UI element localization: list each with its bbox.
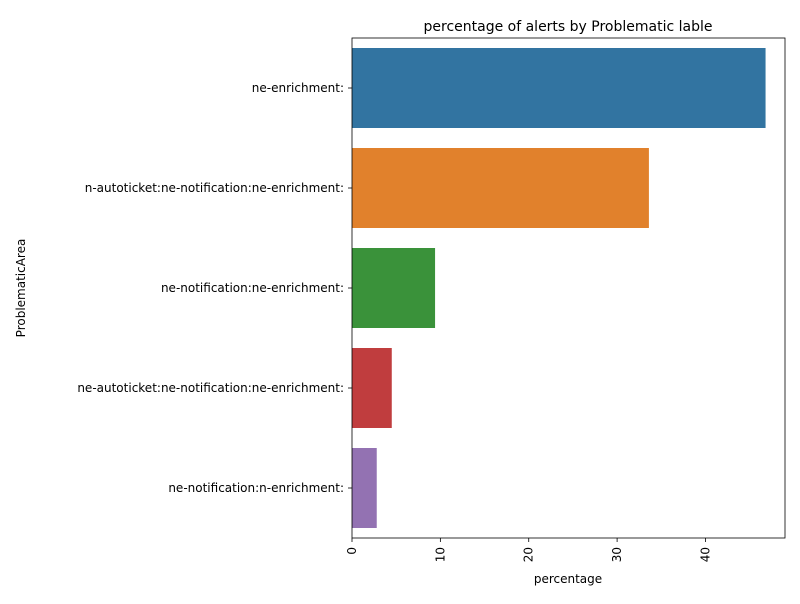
x-tick-label: 30 [610,547,624,562]
bar-3 [352,348,392,428]
x-tick-label: 40 [698,547,712,562]
chart-title: percentage of alerts by Problematic labl… [424,19,713,35]
axes-spines [351,37,786,539]
y-tick-label: ne-notification:ne-enrichment: [161,281,344,295]
y-tick-label: n-autoticket:ne-notification:ne-enrichme… [85,181,344,195]
y-tick-label: ne-notification:n-enrichment: [168,481,344,495]
y-tick-label: ne-enrichment: [252,81,344,95]
bar-4 [352,448,377,528]
x-tick-label: 20 [522,547,536,562]
bar-1 [352,148,649,228]
bar-0 [352,48,766,128]
x-axis-label: percentage [534,572,602,586]
plot-frame [351,37,786,539]
x-tick-label: 0 [345,547,359,555]
bars-layer [352,48,766,528]
y-axis-label: ProblematicArea [14,239,28,338]
bar-2 [352,248,436,328]
y-tick-label: ne-autoticket:ne-notification:ne-enrichm… [77,381,344,395]
x-tick-label: 10 [433,547,447,562]
y-axis: ne-enrichment: n-autoticket:ne-notificati… [77,81,352,495]
x-axis: 0 10 20 30 40 [345,538,712,562]
